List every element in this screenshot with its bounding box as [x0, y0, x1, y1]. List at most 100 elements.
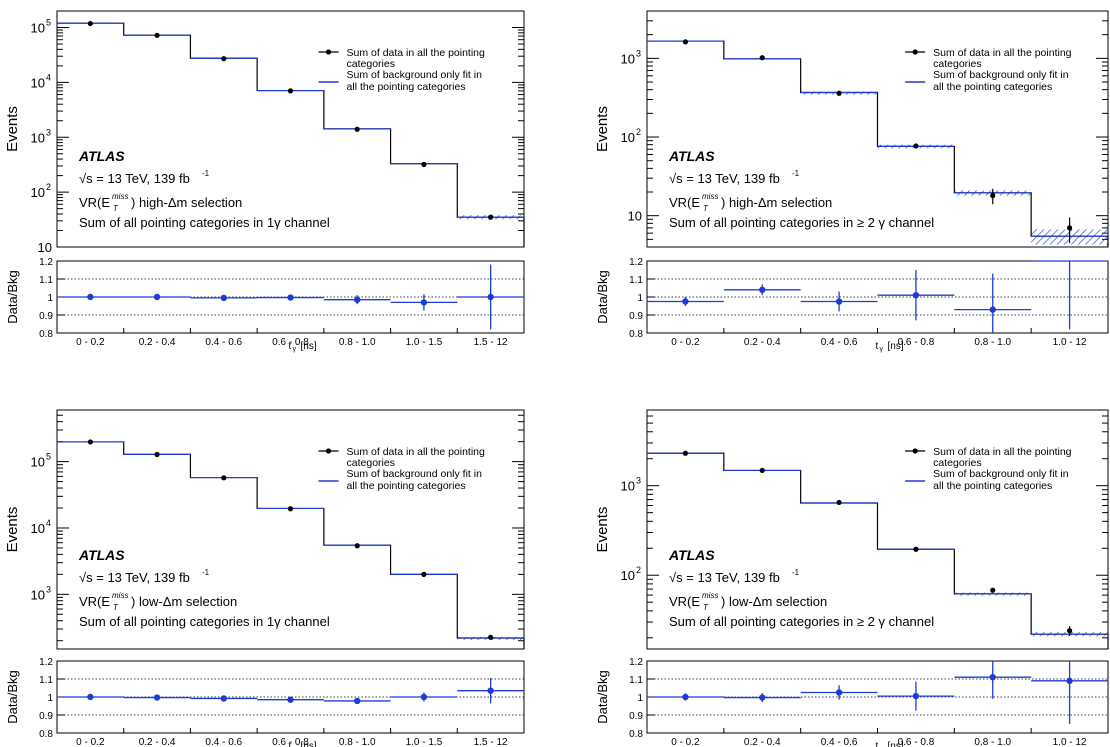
ratio-y-tick-label: 1 — [637, 293, 643, 304]
data-point — [287, 88, 294, 94]
y-tick-label-exponent: 3 — [46, 127, 51, 137]
y-tick-label: 10 — [621, 51, 635, 66]
x-axis-title: t — [876, 341, 879, 352]
selection-sup: miss — [702, 591, 718, 600]
legend-bkg-label: Sum of background only fit in — [933, 69, 1069, 81]
legend-data-label-cont: categories — [933, 58, 981, 70]
selection-sub: T — [703, 603, 709, 612]
ratio-y-tick-label: 1.2 — [629, 257, 643, 268]
ratio-y-tick-label: 1 — [47, 293, 53, 304]
data-point — [836, 499, 842, 506]
main-frame — [56, 10, 525, 248]
y-axis-title: Events — [594, 507, 611, 553]
y-tick-label: 10 — [31, 521, 45, 536]
ratio-point — [682, 298, 689, 305]
data-point — [1066, 628, 1073, 634]
x-tick-label: 1.0 - 1.5 — [406, 737, 443, 747]
legend-data-marker — [912, 49, 918, 55]
y-tick-label-exponent: 4 — [46, 72, 51, 82]
x-tick-label: 0.4 - 0.6 — [205, 737, 242, 747]
energy-label-sup: -1 — [792, 169, 800, 178]
ratio-point — [487, 687, 494, 694]
data-point — [759, 55, 765, 61]
x-tick-label: 1.0 - 1.5 — [406, 337, 443, 348]
ratio-point — [420, 693, 428, 701]
data-point — [682, 39, 689, 45]
selection-prefix: VR(E — [79, 594, 110, 609]
x-axis-title-sub: γ — [880, 346, 884, 353]
selection-prefix: VR(E — [669, 195, 700, 210]
ratio-y-tick-label: 1.1 — [629, 675, 643, 686]
legend-data-label-cont: categories — [933, 457, 981, 469]
ratio-point — [989, 306, 996, 313]
y-tick-label-exponent: 5 — [46, 18, 51, 28]
ratio-point — [835, 298, 843, 305]
ratio-y-tick-label: 1.2 — [39, 657, 53, 668]
atlas-label: ATLAS — [78, 547, 125, 563]
data-point — [488, 634, 494, 640]
ratio-y-tick-label: 1.1 — [629, 275, 643, 286]
x-tick-label: 1.5 - 12 — [474, 737, 508, 747]
x-axis-title: t — [289, 341, 292, 352]
legend-bkg-label: Sum of background only fit in — [933, 468, 1069, 480]
ratio-point — [1066, 677, 1073, 684]
ratio-point — [487, 293, 494, 301]
ratio-point — [682, 693, 689, 701]
data-point — [990, 193, 996, 199]
data-point — [913, 546, 919, 552]
data-point — [913, 143, 919, 149]
data-point — [154, 451, 160, 458]
ratio-y-axis-title: Data/Bkg — [5, 670, 20, 723]
ratio-point — [287, 294, 294, 301]
y-tick-label-exponent: 2 — [636, 565, 641, 575]
selection-prefix: VR(E — [79, 195, 110, 210]
energy-label: √s = 13 TeV, 139 fb — [669, 570, 780, 585]
energy-label: √s = 13 TeV, 139 fb — [79, 171, 190, 186]
ratio-y-tick-label: 1.1 — [39, 275, 53, 286]
legend-data-label: Sum of data in all the pointing — [933, 47, 1072, 59]
legend-data-label-cont: categories — [347, 457, 395, 469]
ratio-point — [354, 296, 361, 303]
x-tick-label: 1.0 - 12 — [1053, 737, 1087, 747]
y-tick-label: 10 — [38, 240, 52, 255]
legend-bkg-label-cont: all the pointing categories — [933, 480, 1052, 492]
main-frame — [646, 409, 1109, 650]
ratio-y-axis-title: Data/Bkg — [5, 270, 20, 323]
channel-label: Sum of all pointing categories in 1γ cha… — [79, 614, 330, 629]
ratio-point — [220, 695, 227, 702]
data-point — [87, 20, 93, 27]
ratio-point — [87, 293, 94, 301]
y-tick-label: 10 — [31, 130, 45, 145]
ratio-point — [354, 697, 361, 705]
selection-sup: miss — [112, 192, 128, 201]
legend-data-label: Sum of data in all the pointing — [933, 446, 1072, 458]
ratio-point — [220, 294, 227, 302]
ratio-y-tick-label: 0.8 — [629, 329, 643, 340]
ratio-y-tick-label: 0.9 — [39, 311, 53, 322]
main-frame — [56, 409, 525, 650]
energy-label-sup: -1 — [202, 169, 210, 178]
ratio-point — [87, 693, 94, 701]
atlas-label: ATLAS — [668, 547, 715, 563]
ratio-y-tick-label: 0.8 — [39, 329, 53, 340]
data-point — [154, 32, 160, 38]
y-tick-label: 10 — [31, 587, 45, 602]
x-tick-label: 1.5 - 12 — [474, 337, 508, 348]
x-axis-title: t — [289, 741, 292, 747]
ratio-y-tick-label: 1 — [637, 693, 643, 704]
legend-bkg-label-cont: all the pointing categories — [933, 81, 1052, 93]
y-tick-label: 10 — [621, 130, 635, 145]
y-axis-title: Events — [594, 106, 611, 152]
y-axis-title: Events — [4, 106, 21, 152]
ratio-point — [287, 696, 294, 703]
ratio-point — [912, 292, 920, 299]
data-point — [354, 543, 360, 549]
selection-sub: T — [113, 603, 119, 612]
selection-label: ) low-Δm selection — [131, 594, 237, 609]
x-tick-label: 0.2 - 0.4 — [744, 737, 781, 747]
energy-label: √s = 13 TeV, 139 fb — [669, 171, 780, 186]
data-point — [488, 214, 494, 220]
